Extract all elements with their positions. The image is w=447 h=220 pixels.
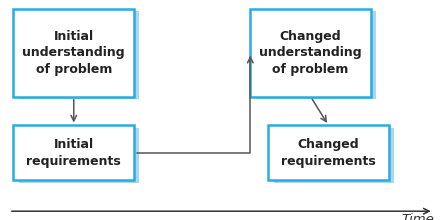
FancyBboxPatch shape: [19, 11, 139, 99]
FancyBboxPatch shape: [13, 125, 134, 180]
FancyBboxPatch shape: [256, 11, 376, 99]
Text: Initial
understanding
of problem: Initial understanding of problem: [22, 30, 125, 76]
FancyBboxPatch shape: [250, 9, 371, 97]
FancyBboxPatch shape: [19, 128, 139, 183]
FancyBboxPatch shape: [268, 125, 389, 180]
FancyBboxPatch shape: [274, 128, 394, 183]
Text: Changed
understanding
of problem: Changed understanding of problem: [259, 30, 362, 76]
Text: Time: Time: [402, 213, 434, 220]
FancyBboxPatch shape: [13, 9, 134, 97]
Text: Changed
requirements: Changed requirements: [281, 138, 376, 168]
Text: Initial
requirements: Initial requirements: [26, 138, 121, 168]
